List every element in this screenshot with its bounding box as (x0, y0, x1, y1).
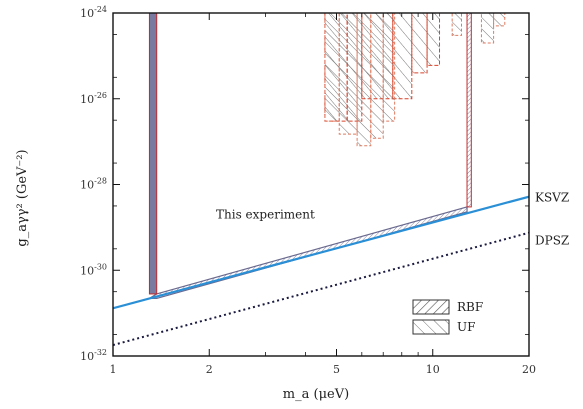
uf-band (493, 13, 506, 27)
y-tick-label: 10-24 (80, 5, 107, 20)
series-line-ksvz (113, 195, 529, 310)
rbf-band (392, 13, 413, 100)
experiment-left-edge (148, 13, 158, 295)
legend: RBF UF (412, 299, 483, 335)
series-line-dpsz (113, 231, 529, 347)
annotation-ksvz: KSVZ (535, 190, 569, 204)
uf-band (382, 13, 396, 122)
x-axis-label: m_a (μeV) (283, 387, 349, 402)
x-tick-label: 2 (206, 363, 213, 376)
rbf-band (426, 13, 441, 66)
x-tick-label: 20 (522, 363, 536, 376)
y-axis-label: g_aγγ² (GeV⁻²) (15, 149, 30, 246)
legend-label-uf: UF (457, 320, 475, 334)
legend-swatch-uf (412, 319, 450, 335)
experiment-exclusion-band (147, 206, 468, 300)
plot-area (113, 13, 529, 347)
x-tick-label: 1 (110, 363, 117, 376)
uf-band (356, 13, 372, 147)
legend-label-rbf: RBF (457, 300, 483, 314)
y-tick-label: 10-26 (80, 91, 107, 106)
x-tick-label: 10 (426, 363, 440, 376)
experiment-right-edge (466, 13, 472, 208)
y-tick-label: 10-32 (80, 348, 107, 363)
uf-band (338, 13, 358, 135)
rbf-band (411, 13, 428, 74)
uf-band (480, 13, 495, 44)
uf-band (451, 13, 462, 36)
y-tick-label: 10-28 (80, 177, 107, 192)
legend-swatch-rbf (412, 299, 450, 315)
uf-band (370, 13, 384, 139)
x-tick-label: 5 (333, 363, 340, 376)
y-tick-label: 10-30 (80, 262, 107, 277)
annotation-dpsz: DPSZ (535, 233, 569, 247)
axes: 1 2 5 10 20 10-32 10-30 10-28 10-26 10-24 This exp… (80, 5, 569, 376)
annotation-this-experiment: This experiment (216, 207, 315, 221)
uf-band (324, 13, 340, 122)
